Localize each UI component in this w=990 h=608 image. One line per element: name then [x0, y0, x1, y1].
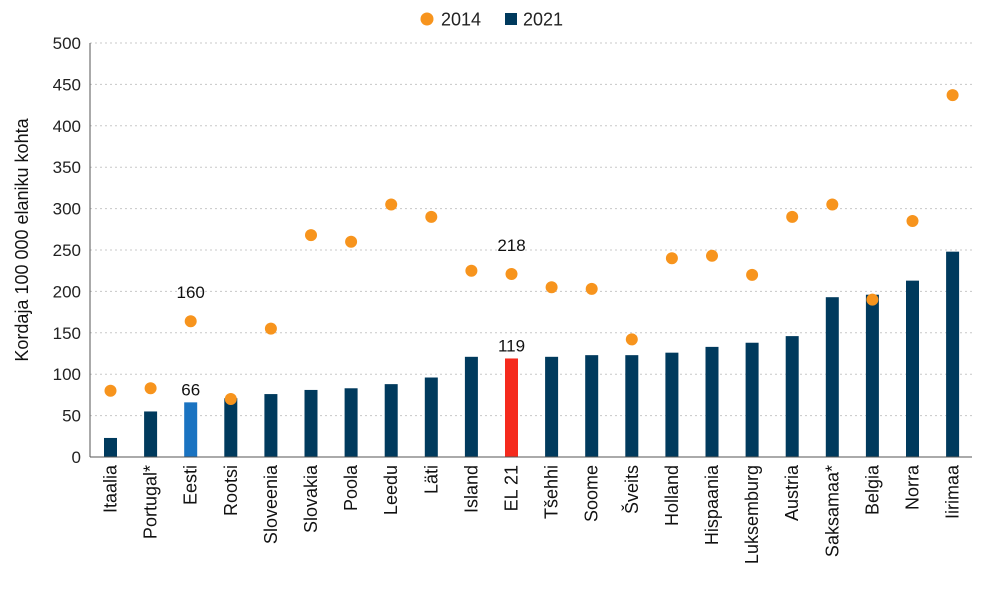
y-tick-label: 100: [53, 365, 81, 384]
data-label: 160: [177, 283, 205, 302]
y-tick-label: 250: [53, 241, 81, 260]
dot-2014: [104, 384, 117, 397]
dot-2014: [946, 89, 959, 102]
bar-2021: [625, 355, 639, 457]
x-category-label: Leedu: [381, 465, 401, 515]
dot-2014: [866, 293, 879, 306]
data-labels: 160 66 218 119: [177, 236, 526, 399]
dot-2014: [425, 210, 438, 223]
dot-2014: [305, 229, 317, 242]
x-axis: Itaalia Portugal* Eesti Rootsi Sloveenia Slov…: [90, 456, 972, 564]
bar-2021: [545, 356, 559, 457]
x-category-label: Hispaania: [702, 464, 722, 545]
dot-2014: [505, 268, 518, 281]
dot-2014: [264, 322, 277, 335]
legend-label-2021: 2021: [523, 10, 563, 30]
y-tick-label: 500: [53, 34, 81, 53]
bar-2021: [344, 388, 358, 457]
legend-marker-2021: [505, 13, 517, 25]
legend: 2014 2021: [420, 10, 563, 30]
x-category-label: Itaalia: [101, 464, 121, 513]
legend-marker-2014: [420, 12, 434, 26]
legend-label-2014: 2014: [441, 10, 481, 30]
dot-2014: [906, 215, 919, 228]
gridlines: [90, 42, 972, 417]
x-category-label: Läti: [421, 465, 441, 494]
bar-2021: [946, 251, 960, 457]
x-category-label: Belgia: [862, 464, 882, 515]
y-tick-label: 150: [53, 324, 81, 343]
dot-2014: [826, 198, 839, 211]
bar-2021: [424, 377, 438, 457]
bar-2021: [585, 355, 599, 457]
dot-2014: [345, 235, 358, 248]
bar-2021: [906, 280, 919, 457]
bar-2021: [705, 346, 719, 457]
dot-2014: [665, 252, 678, 265]
dot-2014: [385, 198, 398, 211]
bar-2021: [825, 297, 839, 457]
x-category-label: Island: [461, 465, 481, 513]
dot-2014: [786, 210, 799, 223]
data-label: 119: [498, 336, 525, 355]
x-category-label: EL 21: [502, 465, 522, 511]
x-category-label: Portugal*: [141, 465, 161, 539]
dot-2014: [706, 249, 718, 262]
bar-2021: [785, 336, 799, 457]
y-tick-label: 350: [53, 158, 81, 177]
bar-2021: [184, 402, 198, 457]
x-category-label: Soome: [582, 465, 602, 522]
dot-2014: [184, 315, 197, 328]
bar-2021: [464, 356, 478, 457]
bar-2021: [505, 358, 518, 457]
bar-2021: [865, 294, 879, 457]
bars-2021: [104, 251, 960, 457]
bar-2021: [384, 384, 398, 457]
x-category-label: Rootsi: [221, 465, 241, 516]
x-category-label: Luksemburg: [742, 465, 762, 564]
x-category-label: Iirimaa: [943, 464, 963, 519]
bar-2021: [665, 352, 679, 457]
bar-2021: [264, 394, 278, 457]
dots-2014: [104, 89, 959, 406]
x-category-label: Poola: [341, 464, 361, 511]
dot-2014: [465, 264, 478, 277]
dot-2014: [224, 393, 237, 406]
x-category-label: Saksamaa*: [822, 465, 842, 557]
y-tick-label: 450: [53, 75, 81, 94]
dot-2014: [545, 281, 558, 294]
dot-2014: [746, 268, 759, 281]
data-label: 218: [497, 236, 525, 255]
data-label: 66: [181, 380, 200, 399]
bar-2021: [144, 411, 158, 457]
x-category-label: Norra: [903, 464, 923, 510]
x-category-label: Šveits: [621, 465, 642, 514]
dot-2014: [585, 282, 598, 295]
x-category-label: Slovakia: [301, 464, 321, 533]
x-category-label: Austria: [782, 464, 802, 521]
x-category-label: Eesti: [181, 465, 201, 505]
dot-2014: [625, 333, 638, 346]
y-tick-label: 50: [62, 407, 81, 426]
y-tick-label: 400: [53, 117, 81, 136]
x-category-label: Tšehhi: [542, 465, 562, 519]
y-tick-label: 200: [53, 282, 81, 301]
x-category-label: Holland: [662, 465, 682, 526]
y-tick-label: 300: [53, 200, 81, 219]
bar-2021: [224, 398, 238, 457]
x-category-label: Sloveenia: [261, 464, 281, 544]
bar-2021: [745, 342, 759, 457]
y-axis: 0 50 100 150 200 250 300 350 400 450 500: [53, 34, 91, 467]
y-tick-label: 0: [72, 448, 81, 467]
bar-2021: [104, 437, 117, 457]
y-axis-title: Kordaja 100 000 elaniku kohta: [12, 117, 32, 361]
bar-2021: [304, 389, 318, 457]
dot-2014: [144, 382, 157, 395]
